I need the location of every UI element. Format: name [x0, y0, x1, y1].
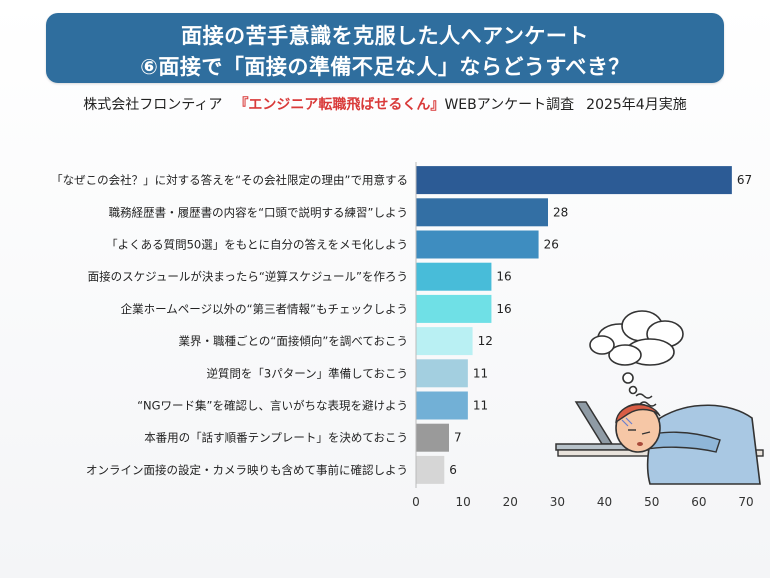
tired-person-illustration [555, 310, 764, 485]
category-label-4: 面接のスケジュールが決まったら“逆算スケジュール”を作ろう [88, 270, 408, 284]
bar-3 [416, 230, 539, 259]
value-label-8: 11 [473, 399, 488, 413]
category-label-1: 「なぜこの会社？」に対する答えを“その会社限定の理由”で用意する [51, 173, 408, 187]
bar-9 [416, 423, 449, 452]
x-tick-label-1: 0 [412, 495, 420, 509]
category-label-6: 業界・職種ごとの“面接傾向”を調べておこう [179, 334, 409, 348]
person-arm-icon [639, 431, 721, 453]
person-head-icon [615, 403, 661, 453]
x-tick-label-8: 70 [738, 495, 753, 509]
value-label-9: 7 [454, 431, 462, 445]
category-label-5: 企業ホームページ以外の“第三者情報”もチェックしよう [121, 302, 408, 316]
category-label-2: 職務経歴書・履歴書の内容を“口頭で説明する練習”しよう [109, 205, 408, 219]
bar-6 [416, 327, 473, 356]
category-label-7: 逆質問を「3パターン」準備しておこう [206, 366, 408, 380]
bar-2 [416, 198, 548, 227]
company-name: 株式会社フロンティア [83, 97, 223, 113]
bar-5 [416, 294, 492, 323]
x-tick-label-2: 10 [456, 495, 471, 509]
bar-1 [416, 166, 732, 195]
x-tick-label-6: 50 [644, 495, 659, 509]
bar-8 [416, 391, 468, 420]
x-tick-label-7: 60 [691, 495, 706, 509]
stress-squiggle-icon [635, 393, 657, 407]
category-label-8: “NGワード集”を確認し、言いがちな表現を避けよう [137, 399, 408, 413]
title-banner: 面接の苦手意識を克服した人へアンケート ⑥面接で「面接の準備不足な人」ならどうす… [46, 13, 724, 83]
bar-7 [416, 359, 468, 388]
value-label-10: 6 [449, 463, 457, 477]
category-label-3: 「よくある質問50選」をもとに自分の答えをメモ化しよう [106, 238, 408, 252]
title-line-2: ⑥面接で「面接の準備不足な人」ならどうすべき？ [140, 55, 630, 79]
value-label-4: 16 [496, 270, 511, 284]
category-label-10: オンライン面接の設定・カメラ映りも含めて事前に確認しよう [86, 463, 408, 477]
value-label-7: 11 [473, 366, 488, 380]
x-axis: 0 10 20 30 40 50 60 70 [412, 162, 754, 509]
category-label-9: 本番用の「話す順番テンプレート」を決めておこう [144, 431, 408, 445]
x-tick-label-5: 40 [597, 495, 612, 509]
bar-4 [416, 262, 492, 291]
value-label-6: 12 [478, 334, 493, 348]
bars-layer: 「なぜこの会社？」に対する答えを“その会社限定の理由”で用意する 67職務経歴書・… [51, 166, 752, 484]
survey-subtitle: 株式会社フロンティア 『エンジニア転職飛ばせるくん』WEBアンケート調査 2025年… [0, 94, 770, 114]
title-line-1: 面接の苦手意識を克服した人へアンケート [181, 24, 589, 48]
value-label-5: 16 [496, 302, 511, 316]
bar-10 [416, 455, 445, 484]
survey-type: WEBアンケート調査 [444, 97, 575, 113]
x-tick-label-4: 30 [550, 495, 565, 509]
value-label-1: 67 [737, 173, 752, 187]
thought-cloud-icon [589, 310, 684, 395]
x-tick-label-3: 20 [503, 495, 518, 509]
service-brand: 『エンジニア転職飛ばせるくん』 [234, 97, 445, 113]
value-label-2: 28 [553, 205, 568, 219]
value-label-3: 26 [544, 238, 559, 252]
survey-date: 2025年4月実施 [586, 97, 687, 113]
